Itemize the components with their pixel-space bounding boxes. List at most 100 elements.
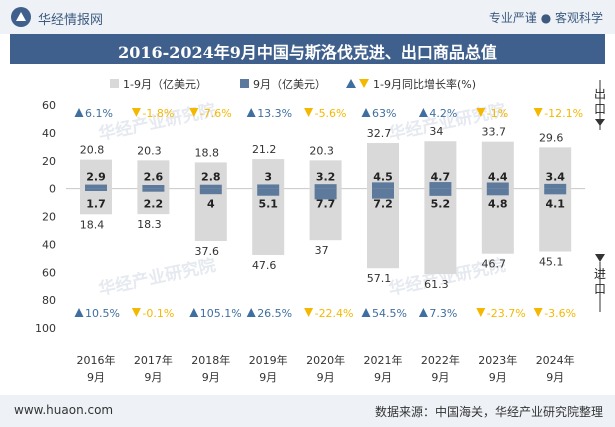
x-tick-label-month: 9月	[87, 371, 105, 384]
export-growth-label: -7.6%	[200, 107, 232, 120]
export-month-bar	[85, 184, 107, 189]
export-month-label: 3.4	[545, 171, 565, 184]
x-tick-label-year: 2024年	[536, 353, 575, 367]
export-month-bar	[486, 182, 509, 189]
legend-label-month: 9月（亿美元）	[253, 78, 326, 91]
import-month-bar	[429, 188, 452, 196]
import-growth-label: 54.5%	[372, 307, 407, 320]
down-triangle-icon	[304, 308, 314, 317]
import-month-bar	[85, 188, 107, 191]
import-cumulative-label: 37.6	[195, 245, 220, 258]
data-source: 数据来源：中国海关，华经产业研究院整理	[374, 405, 603, 419]
down-triangle-icon	[533, 108, 543, 117]
import-cumulative-bar	[481, 188, 514, 254]
import-growth-label: -3.6%	[544, 307, 576, 320]
y-tick-label: 80	[42, 294, 56, 307]
export-growth-label: 63%	[372, 107, 396, 120]
legend-label-growth: 1-9月同比增长率(%)	[373, 77, 476, 91]
x-tick-label-year: 2017年	[134, 353, 173, 367]
export-month-bar	[544, 183, 567, 189]
import-month-bar	[372, 188, 394, 199]
import-cumulative-bar	[539, 188, 572, 252]
import-month-label: 7.2	[373, 198, 393, 211]
export-cumulative-label: 20.3	[309, 144, 334, 157]
export-side-label-2: 口	[594, 102, 606, 116]
export-cumulative-bar	[539, 147, 572, 189]
legend-down-triangle-icon	[359, 79, 369, 88]
up-triangle-icon	[74, 108, 84, 117]
export-cumulative-label: 20.3	[137, 144, 162, 157]
brand-name: 华经情报网	[38, 13, 104, 28]
import-growth-label: 105.1%	[200, 307, 242, 320]
up-triangle-icon	[246, 108, 256, 117]
y-tick-label: 20	[42, 211, 56, 224]
import-month-label: 5.1	[258, 198, 278, 211]
up-triangle-icon	[418, 308, 428, 317]
export-cumulative-bar	[80, 159, 112, 189]
legend-swatch-month	[240, 79, 249, 88]
footer: www.huaon.com 数据来源：中国海关，华经产业研究院整理	[0, 395, 615, 427]
down-triangle-icon	[533, 308, 543, 317]
export-month-label: 2.9	[86, 171, 106, 184]
export-cumulative-label: 21.2	[252, 143, 277, 156]
import-month-bar	[199, 188, 222, 195]
x-tick-label-month: 9月	[374, 371, 392, 384]
import-month-bar	[257, 188, 280, 196]
up-triangle-icon	[361, 108, 371, 117]
import-month-label: 5.2	[431, 198, 451, 211]
import-cumulative-label: 18.3	[137, 218, 162, 231]
import-month-label: 7.7	[316, 198, 336, 211]
export-cumulative-bar	[367, 143, 399, 189]
x-tick-label-year: 2018年	[191, 353, 230, 367]
export-growth-label: 13.3%	[257, 107, 292, 120]
up-triangle-icon	[246, 308, 256, 317]
import-cumulative-label: 45.1	[539, 255, 564, 268]
top-banner: 华经情报网 专业严谨 ● 客观科学	[0, 0, 615, 34]
x-tick-label-month: 9月	[431, 371, 449, 384]
export-growth-label: 4.2%	[429, 107, 457, 120]
import-month-label: 4	[207, 198, 215, 211]
legend-swatch-cumulative	[110, 79, 119, 88]
x-tick-label-month: 9月	[489, 371, 507, 384]
x-tick-label-year: 2023年	[478, 353, 517, 367]
title-bar: 2016-2024年9月中国与斯洛伐克进、出口商品总值	[10, 34, 605, 64]
x-tick-label-month: 9月	[546, 371, 564, 384]
import-growth-label: 10.5%	[85, 307, 120, 320]
export-month-label: 3.2	[316, 171, 336, 184]
export-cumulative-label: 32.7	[367, 127, 392, 140]
export-cumulative-label: 34	[429, 125, 443, 138]
export-cumulative-bar	[309, 160, 342, 189]
export-month-label: 4.7	[431, 171, 451, 184]
export-cumulative-bar	[252, 159, 285, 189]
export-cumulative-label: 20.8	[80, 144, 105, 157]
y-tick-label: 20	[42, 155, 56, 168]
import-month-bar	[142, 188, 165, 192]
export-cumulative-label: 18.8	[195, 146, 220, 159]
x-tick-label-month: 9月	[259, 371, 277, 384]
import-cumulative-bar	[194, 188, 227, 242]
chart-title: 2016-2024年9月中国与斯洛伐克进、出口商品总值	[118, 43, 497, 62]
legend-up-triangle-icon	[346, 79, 356, 88]
x-tick-label-year: 2019年	[249, 353, 288, 367]
up-triangle-icon	[189, 308, 199, 317]
import-arrow-icon	[595, 254, 605, 262]
import-month-label: 4.8	[488, 198, 508, 211]
x-tick-label-month: 9月	[202, 371, 220, 384]
up-triangle-icon	[361, 308, 371, 317]
down-triangle-icon	[476, 308, 486, 317]
export-cumulative-label: 33.7	[482, 126, 507, 139]
x-tick-label-month: 9月	[317, 371, 335, 384]
import-growth-label: 7.3%	[429, 307, 457, 320]
website-url[interactable]: www.huaon.com	[14, 403, 114, 417]
import-cumulative-label: 46.7	[482, 258, 507, 271]
export-month-label: 4.4	[488, 171, 508, 184]
down-triangle-icon	[304, 108, 314, 117]
import-growth-label: -23.7%	[487, 307, 526, 320]
y-tick-label: 60	[42, 99, 56, 112]
export-month-bar	[257, 184, 280, 189]
up-triangle-icon	[74, 308, 84, 317]
up-triangle-icon	[418, 108, 428, 117]
export-month-label: 2.6	[144, 171, 164, 184]
import-growth-label: -22.4%	[315, 307, 354, 320]
import-cumulative-label: 57.1	[367, 272, 392, 285]
